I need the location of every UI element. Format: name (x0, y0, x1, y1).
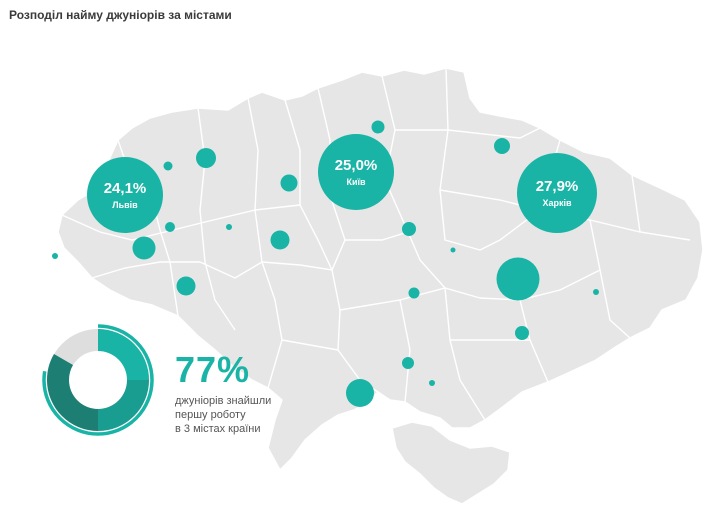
summary-description: джуніорів знайшли першу роботу в 3 міста… (175, 394, 280, 436)
chart-title: Розподіл найму джуніорів за містами (9, 8, 232, 22)
summary-value: 77% (175, 349, 251, 390)
summary-donut (42, 324, 154, 436)
city-marker (163, 161, 173, 171)
city-marker (496, 257, 540, 301)
city-marker (176, 276, 196, 296)
bubble-kyiv-circle (318, 134, 394, 210)
summary-line: джуніорів знайшли (175, 395, 272, 407)
city-marker (593, 289, 599, 295)
donut-segment-mid (98, 380, 149, 431)
city-marker (270, 230, 290, 250)
city-marker (402, 357, 414, 369)
bubble-kyiv: 25,0% Київ (318, 134, 394, 210)
donut-segment-dark-edge (46, 354, 73, 380)
summary-line: в 3 містах країни (175, 423, 261, 435)
bubble-kharkiv-circle (517, 153, 597, 233)
donut-hole (71, 353, 125, 407)
bubble-kharkiv: 27,9% Харків (517, 153, 597, 233)
city-marker (402, 222, 416, 236)
city-marker (226, 224, 232, 230)
city-marker (408, 287, 420, 299)
donut-segment-dark (47, 380, 98, 431)
city-marker (450, 247, 456, 253)
city-marker (429, 380, 435, 386)
city-markers (52, 120, 599, 407)
summary-line: першу роботу (175, 409, 246, 421)
city-marker (280, 174, 298, 192)
bubble-kyiv-name: Київ (346, 177, 366, 187)
bubble-kyiv-value: 25,0% (335, 157, 378, 174)
city-marker (165, 222, 175, 232)
crimea-outline (391, 421, 511, 505)
city-marker (346, 379, 374, 407)
city-marker (196, 148, 216, 168)
city-marker (132, 236, 156, 260)
bubble-kharkiv-value: 27,9% (536, 178, 579, 195)
donut-segment-light (98, 329, 149, 380)
city-marker (52, 253, 58, 259)
bubble-lviv: 24,1% Львів (87, 157, 163, 233)
city-marker (494, 138, 510, 154)
city-marker (515, 326, 529, 340)
bubble-lviv-circle (87, 157, 163, 233)
donut-outer-ring (42, 324, 154, 436)
bubble-lviv-value: 24,1% (104, 180, 147, 197)
city-marker (371, 120, 385, 134)
bubble-lviv-name: Львів (112, 200, 138, 210)
summary-stat: 77% джуніорів знайшли першу роботу в 3 м… (175, 352, 280, 436)
bubble-kharkiv-name: Харків (542, 198, 572, 208)
